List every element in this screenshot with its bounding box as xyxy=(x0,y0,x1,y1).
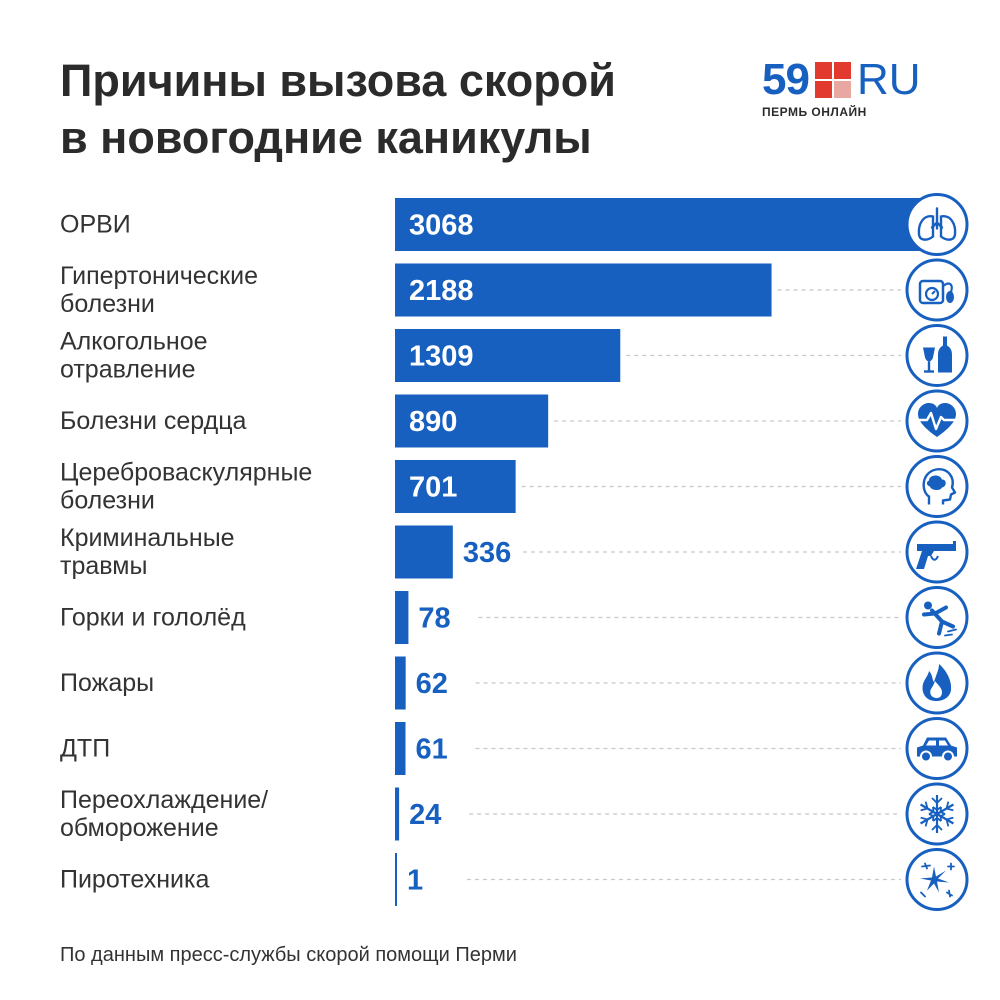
chart-title: Причины вызова скорой в новогодние каник… xyxy=(60,52,740,166)
bar xyxy=(395,263,772,317)
logo-suffix: RU xyxy=(856,55,921,104)
bar xyxy=(395,656,406,710)
bar xyxy=(395,394,549,448)
data-label: 61 xyxy=(415,734,447,766)
logo-number: 59 xyxy=(762,55,810,104)
brand-logo: 59 RU ПЕРМЬ ОНЛАЙН xyxy=(762,55,962,120)
data-label: 336 xyxy=(463,537,511,569)
bar xyxy=(395,591,409,644)
category-label-line: болезни xyxy=(60,290,155,318)
category-label-line: Пиротехника xyxy=(60,866,209,894)
category-label-line: Пожары xyxy=(60,669,154,697)
category-label-line: ОРВИ xyxy=(60,211,131,239)
data-label: 1309 xyxy=(409,341,474,373)
chart-title-line-2: в новогодние каникулы xyxy=(60,112,592,163)
lungs-icon xyxy=(905,193,969,256)
head-brain-icon xyxy=(905,455,969,518)
bar xyxy=(395,460,516,513)
data-label: 1 xyxy=(407,865,423,897)
category-label: Пожары xyxy=(60,669,154,697)
category-label-line: обморожение xyxy=(60,814,219,842)
data-label: 890 xyxy=(409,406,457,438)
fire-icon xyxy=(905,651,969,715)
data-label: 701 xyxy=(409,472,457,504)
logo-tagline: ПЕРМЬ ОНЛАЙН xyxy=(762,105,867,119)
category-label-line: Гипертонические xyxy=(60,262,258,290)
bar xyxy=(395,525,453,579)
bottle-glass-icon xyxy=(905,324,969,387)
tonometer-icon xyxy=(905,258,969,322)
category-label-line: ДТП xyxy=(60,735,110,763)
category-label: Переохлаждение/обморожение xyxy=(60,786,268,842)
data-label: 3068 xyxy=(409,210,474,242)
logo-mark-icon xyxy=(814,62,851,98)
category-label-line: Горки и гололёд xyxy=(60,604,246,632)
category-label-line: болезни xyxy=(60,487,155,515)
data-label: 24 xyxy=(409,799,441,831)
car-icon xyxy=(905,717,969,780)
data-label: 2188 xyxy=(409,275,474,307)
data-label: 62 xyxy=(416,668,448,700)
snowflake-icon xyxy=(905,782,969,846)
chart-title-line-1: Причины вызова скорой xyxy=(60,55,616,106)
category-label-line: травмы xyxy=(60,552,147,580)
category-label-line: отравление xyxy=(60,356,196,384)
bar xyxy=(395,787,400,841)
data-label: 78 xyxy=(418,603,450,635)
bar xyxy=(395,853,397,906)
category-label-line: Болезни сердца xyxy=(60,407,247,435)
category-label-line: Криминальные xyxy=(60,524,235,552)
category-label-line: Алкогольное xyxy=(60,328,208,356)
category-label: ОРВИ xyxy=(60,211,131,239)
category-label: Пиротехника xyxy=(60,866,209,894)
fireworks-icon xyxy=(905,848,969,911)
category-label: ДТП xyxy=(60,735,110,763)
category-label-line: Цереброваскулярные xyxy=(60,459,312,487)
bar xyxy=(395,198,923,251)
category-label: Горки и гололёд xyxy=(60,604,246,632)
bar xyxy=(395,722,406,775)
source-note: По данным пресс-службы скорой помощи Пер… xyxy=(60,944,517,966)
category-label: Болезни сердца xyxy=(60,407,247,435)
heart-pulse-icon xyxy=(905,389,969,453)
category-label-line: Переохлаждение/ xyxy=(60,786,268,814)
slipping-person-icon xyxy=(905,586,969,649)
bar xyxy=(395,329,621,382)
pistol-icon xyxy=(905,520,969,584)
